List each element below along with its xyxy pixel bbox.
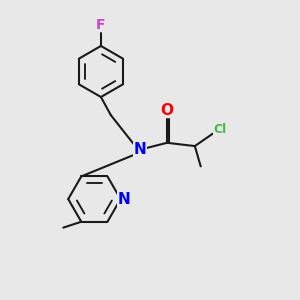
- Text: N: N: [134, 142, 147, 158]
- Text: Cl: Cl: [213, 123, 226, 136]
- Text: F: F: [96, 18, 106, 32]
- Text: O: O: [160, 103, 173, 118]
- Text: N: N: [118, 192, 130, 207]
